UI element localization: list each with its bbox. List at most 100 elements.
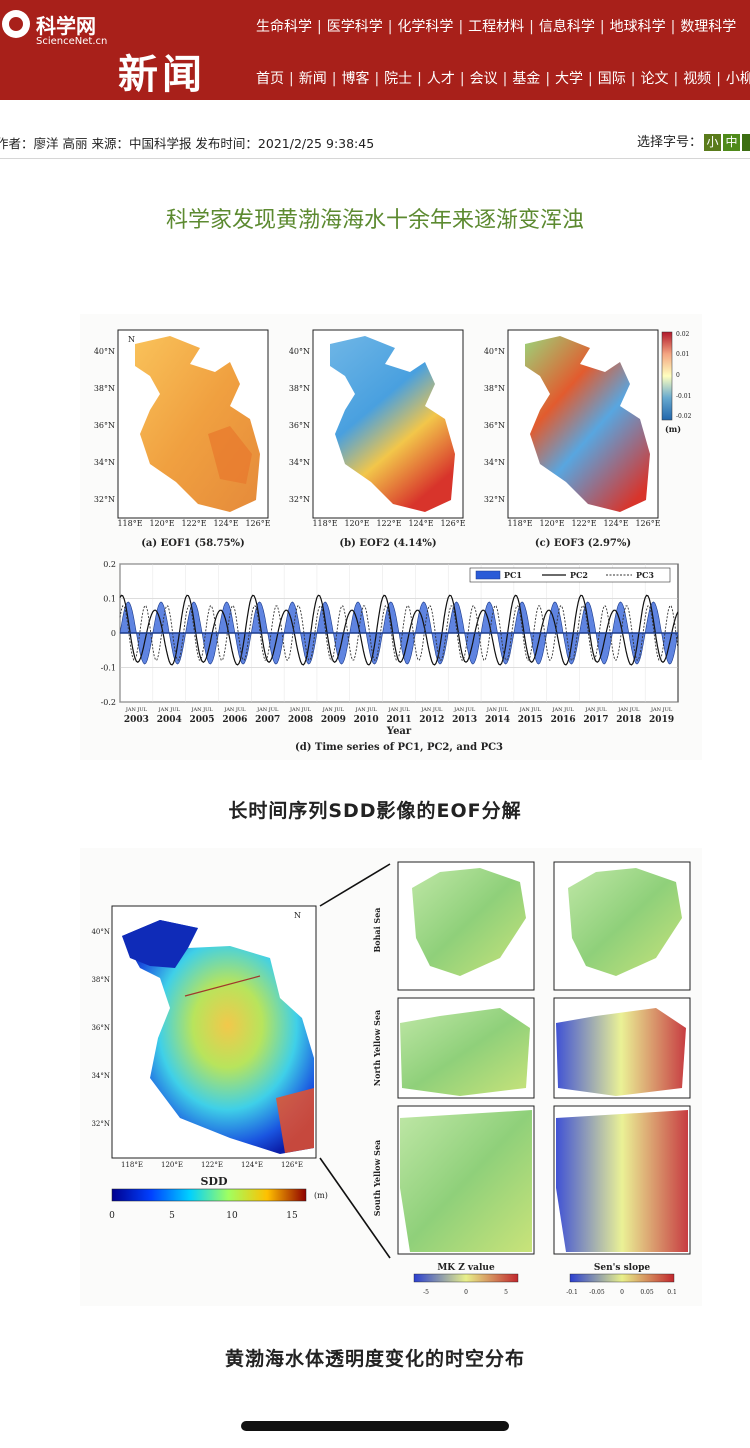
month-tick-label: JAN JUL: [223, 707, 246, 713]
series-pc2: [119, 594, 679, 666]
lon-label: 120°E: [161, 1161, 183, 1169]
site-logo[interactable]: 科学网 ScienceNet.cn: [0, 6, 110, 47]
chart-caption: (d) Time series of PC1, PC2, and PC3: [295, 742, 503, 753]
north-arrow: N: [294, 911, 301, 920]
legend-swatch-pc1: [475, 570, 501, 580]
sdd-tick: 15: [286, 1211, 298, 1221]
main-nav-item[interactable]: 国际: [597, 71, 626, 87]
main-nav-item[interactable]: 基金: [512, 71, 541, 87]
x-tick-label: 2004: [157, 715, 182, 725]
category-nav-item[interactable]: 生命科学: [256, 19, 312, 35]
month-tick-label: JAN JUL: [552, 707, 575, 713]
main-nav-item[interactable]: 院士: [384, 71, 413, 87]
main-nav-item[interactable]: 人才: [426, 71, 455, 87]
series-pc3: [119, 605, 679, 661]
legend-label: PC2: [570, 570, 588, 580]
lat-label: 40°N: [289, 347, 310, 356]
nav-separator: |: [459, 71, 465, 87]
lat-label: 36°N: [94, 421, 115, 430]
lon-label: 124°E: [213, 519, 238, 528]
legend-label: PC1: [504, 570, 522, 580]
nav-separator: |: [317, 19, 322, 35]
font-size-medium-button[interactable]: 中: [723, 134, 740, 151]
lat-label: 34°N: [484, 458, 505, 467]
row-label-south-yellow: South Yellow Sea: [372, 1140, 382, 1216]
article-title: 科学家发现黄渤海海水十余年来逐渐变浑浊: [165, 208, 584, 233]
main-nav-item[interactable]: 小柳: [725, 71, 750, 87]
x-tick-label: 2007: [255, 715, 280, 725]
x-tick-label: 2012: [419, 715, 444, 725]
x-tick-label: 2008: [288, 715, 313, 725]
month-tick-label: JAN JUL: [486, 707, 509, 713]
category-nav-item[interactable]: 工程材料: [468, 19, 525, 35]
nav-separator: |: [502, 71, 508, 87]
lon-label: 126°E: [245, 519, 270, 528]
lon-label: 122°E: [181, 519, 206, 528]
connector-line: [319, 1157, 391, 1259]
sen-colorbar: [569, 1273, 675, 1283]
article-meta: 作者：廖洋 高丽 来源：中国科学报 发布时间：2021/2/25 9:38:45: [0, 136, 375, 151]
month-tick-label: JAN JUL: [125, 707, 148, 713]
nav-separator: |: [630, 71, 636, 87]
category-nav-item[interactable]: 医学科学: [326, 19, 383, 35]
font-size-large-button[interactable]: [742, 134, 750, 151]
sen-tick: -0.1: [566, 1289, 578, 1296]
month-tick-label: JAN JUL: [322, 707, 345, 713]
x-tick-label: 2019: [649, 715, 674, 725]
sdd-tick: 10: [226, 1211, 238, 1221]
lat-label: 36°N: [91, 1024, 110, 1032]
home-indicator[interactable]: [241, 1421, 509, 1431]
nav-separator: |: [374, 71, 380, 87]
lon-label: 122°E: [201, 1161, 223, 1169]
main-nav-item[interactable]: 首页: [256, 71, 284, 87]
x-tick-label: 2009: [321, 715, 346, 725]
category-nav-item[interactable]: 数理科学: [680, 19, 737, 35]
lat-label: 38°N: [94, 384, 115, 393]
font-size-small-button[interactable]: 小: [704, 134, 721, 151]
lon-label: 118°E: [312, 519, 337, 528]
main-nav-item[interactable]: 会议: [469, 71, 498, 87]
main-nav-item[interactable]: 视频: [683, 71, 712, 87]
month-tick-label: JAN JUL: [420, 707, 443, 713]
main-nav-item[interactable]: 博客: [341, 71, 370, 87]
lat-label: 32°N: [94, 495, 115, 504]
legend-box: [469, 567, 671, 583]
main-nav-item[interactable]: 新闻: [298, 71, 327, 87]
x-tick-label: 2006: [222, 715, 247, 725]
lat-label: 32°N: [484, 495, 505, 504]
cbar-tick: -0.01: [676, 393, 691, 400]
panel-c-label: (c) EOF3 (2.97%): [535, 538, 631, 549]
lat-label: 32°N: [91, 1120, 110, 1128]
site-header: 科学网 ScienceNet.cn 新闻 生命科学 | 医学科学 | 化学科学 | 工程材料…: [0, 0, 750, 100]
logo-text: 科学网: [36, 14, 96, 38]
category-nav-item[interactable]: 地球科学: [609, 19, 666, 35]
main-nav-item[interactable]: 论文: [640, 71, 669, 87]
main-nav-item[interactable]: 大学: [555, 71, 584, 87]
nav-separator: |: [673, 71, 679, 87]
font-size-selector: 选择字号：小中: [637, 131, 750, 151]
lon-label: 120°E: [539, 519, 564, 528]
category-nav-item[interactable]: 化学科学: [397, 19, 454, 35]
figure1-caption: 长时间序列SDD影像的EOF分解: [228, 800, 522, 822]
regional-maps: [397, 861, 691, 1255]
lat-label: 40°N: [484, 347, 505, 356]
logo-icon: [2, 10, 30, 38]
lon-label: 126°E: [281, 1161, 303, 1169]
category-nav: 生命科学 | 医学科学 | 化学科学 | 工程材料 | 信息科学 | 地球科学 | 数理科学: [256, 16, 736, 36]
category-nav-item[interactable]: 信息科学: [538, 19, 595, 35]
nav-separator: |: [599, 19, 605, 35]
article-meta-bar: 作者：廖洋 高丽 来源：中国科学报 发布时间：2021/2/25 9:38:45…: [0, 122, 750, 159]
nav-separator: |: [716, 71, 721, 87]
sen-tick: 0.05: [640, 1289, 654, 1296]
lon-label: 122°E: [571, 519, 596, 528]
lat-label: 34°N: [94, 458, 115, 467]
nav-separator: |: [670, 19, 676, 35]
month-tick-label: JAN JUL: [190, 707, 213, 713]
sdd-lat-labels: 40°N 38°N 36°N 34°N 32°N: [91, 928, 110, 1128]
north-arrow: N: [128, 335, 135, 344]
y-tick-label: 0.1: [103, 595, 116, 604]
row-label-north-yellow: North Yellow Sea: [372, 1010, 382, 1086]
lat-label: 38°N: [289, 384, 310, 393]
lat-label: 34°N: [289, 458, 310, 467]
lon-label: 124°E: [603, 519, 628, 528]
